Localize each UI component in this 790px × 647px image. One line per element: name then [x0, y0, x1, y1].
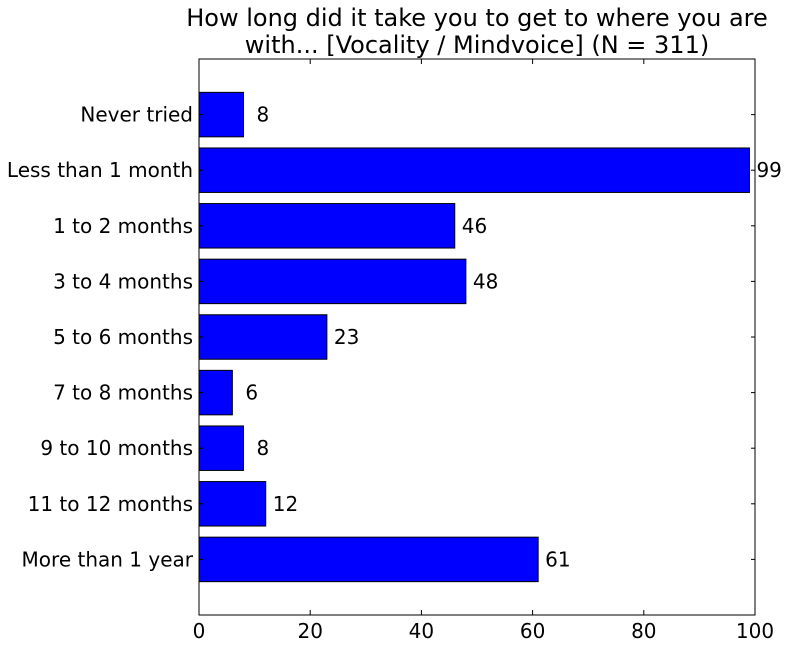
data-label: 12	[273, 492, 298, 516]
x-tick-label: 80	[631, 619, 656, 643]
x-tick-label: 60	[520, 619, 545, 643]
category-label: 11 to 12 months	[28, 492, 193, 516]
bars	[198, 91, 750, 583]
category-label: 5 to 6 months	[53, 325, 193, 349]
data-label: 8	[256, 103, 269, 127]
bar	[198, 425, 244, 471]
x-tick-label: 20	[297, 619, 322, 643]
chart-title-line: How long did it take you to get to where…	[186, 4, 768, 32]
category-label: 1 to 2 months	[53, 214, 193, 238]
category-label: 7 to 8 months	[53, 381, 193, 405]
data-label: 8	[256, 436, 269, 460]
data-label: 99	[756, 158, 781, 182]
bar	[198, 91, 244, 138]
x-tick-label: 0	[193, 619, 206, 643]
chart-title-line: with... [Vocality / Mindvoice] (N = 311)	[245, 31, 709, 59]
data-labels: 8 99 46 48 23 6 8 12 61	[245, 103, 782, 572]
bar	[198, 481, 267, 527]
data-label: 6	[245, 381, 258, 405]
bar	[198, 536, 539, 583]
chart-title: How long did it take you to get to where…	[186, 4, 768, 59]
bar	[198, 258, 467, 305]
data-label: 23	[334, 325, 359, 349]
category-label: Never tried	[80, 103, 193, 127]
category-labels: Never tried Less than 1 month 1 to 2 month…	[7, 103, 194, 572]
plot-frame	[198, 58, 756, 616]
data-label: 48	[473, 269, 498, 293]
data-label: 61	[545, 547, 570, 571]
category-label: More than 1 year	[22, 547, 194, 571]
bar	[198, 147, 750, 193]
x-tick-label: 100	[736, 619, 774, 643]
bar	[198, 369, 233, 416]
bar	[198, 203, 456, 249]
category-label: 3 to 4 months	[53, 269, 193, 293]
bar	[198, 314, 328, 360]
category-label: 9 to 10 months	[40, 436, 193, 460]
category-label: Less than 1 month	[7, 158, 193, 182]
x-axis-ticks: 0 20 40 60 80 100	[193, 59, 774, 643]
plot-border	[198, 58, 756, 616]
data-label: 46	[462, 214, 487, 238]
x-tick-label: 40	[409, 619, 434, 643]
